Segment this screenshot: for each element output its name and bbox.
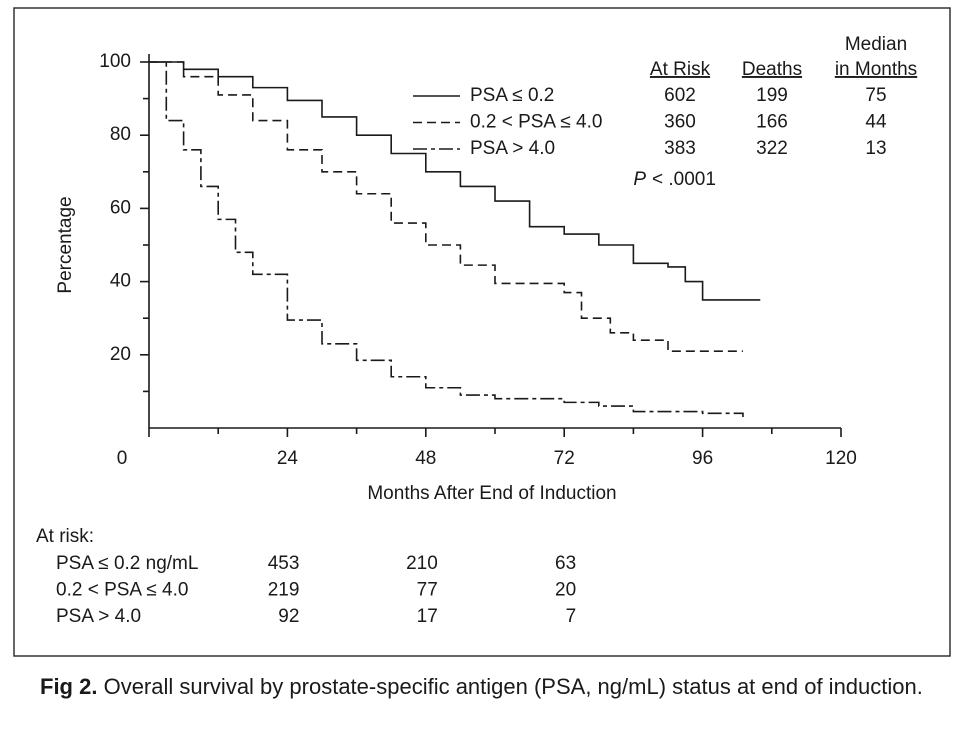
x-tick-label: 0 [117, 448, 128, 469]
deaths: 199 [756, 85, 788, 106]
p-value: < .0001 [652, 169, 716, 190]
header-median: in Months [835, 59, 917, 80]
deaths: 166 [756, 112, 788, 133]
risk-row-label: PSA ≤ 0.2 ng/mL [56, 553, 198, 574]
risk-count: 77 [417, 580, 438, 601]
y-tick-label: 20 [110, 344, 131, 365]
risk-count: 92 [278, 606, 299, 627]
x-tick-label: 24 [277, 448, 299, 469]
risk-count: 453 [268, 553, 300, 574]
risk-count: 210 [406, 553, 438, 574]
at-risk-total: 602 [664, 85, 696, 106]
header-at-risk: At Risk [650, 59, 711, 80]
frame [13, 7, 951, 657]
legend-label: PSA > 4.0 [470, 138, 555, 159]
legend-label: PSA ≤ 0.2 [470, 85, 554, 106]
risk-row-label: 0.2 < PSA ≤ 4.0 [56, 580, 188, 601]
y-tick-label: 100 [99, 51, 131, 72]
caption-label: Fig 2. [40, 674, 98, 699]
survival-curve [149, 61, 744, 418]
risk-count: 7 [566, 606, 577, 627]
at-risk-total: 360 [664, 112, 696, 133]
median: 44 [865, 112, 887, 133]
caption: Fig 2. Overall survival by prostate-spec… [14, 672, 954, 702]
x-tick-label: 48 [415, 448, 436, 469]
risk-count: 63 [555, 553, 576, 574]
p-label: P [633, 169, 646, 190]
header-median: Median [845, 34, 907, 55]
survival-curve [149, 61, 743, 352]
y-axis-label: Percentage [55, 196, 76, 293]
risk-count: 17 [417, 606, 438, 627]
chart: Months After End of Induction Percentage… [13, 7, 951, 657]
y-tick-label: 60 [110, 197, 131, 218]
y-tick-label: 80 [110, 124, 131, 145]
caption-text: Overall survival by prostate-specific an… [103, 674, 923, 699]
risk-count: 219 [268, 580, 300, 601]
median: 75 [865, 85, 886, 106]
survival-curve [149, 61, 761, 301]
legend-label: 0.2 < PSA ≤ 4.0 [470, 112, 602, 133]
risk-count: 20 [555, 580, 576, 601]
risk-row-label: PSA > 4.0 [56, 606, 141, 627]
header-deaths: Deaths [742, 59, 802, 80]
at-risk-total: 383 [664, 138, 696, 159]
x-axis-label: Months After End of Induction [367, 483, 616, 504]
deaths: 322 [756, 138, 788, 159]
risk-title: At risk: [36, 526, 94, 547]
median: 13 [865, 138, 886, 159]
x-tick-label: 96 [692, 448, 713, 469]
x-tick-label: 120 [825, 448, 857, 469]
x-tick-label: 72 [554, 448, 575, 469]
y-tick-label: 40 [110, 271, 131, 292]
